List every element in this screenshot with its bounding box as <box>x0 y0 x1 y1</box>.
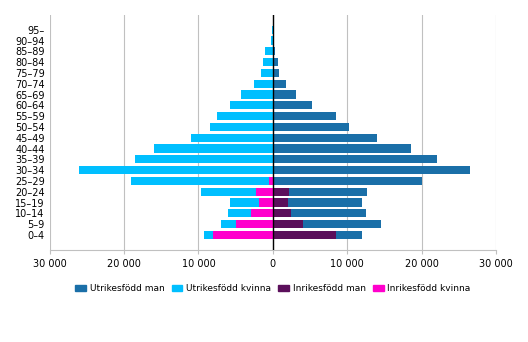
Bar <box>217 112 273 120</box>
Bar <box>273 231 336 239</box>
Bar <box>273 112 336 120</box>
Bar <box>273 47 276 55</box>
Bar <box>273 155 437 163</box>
Bar <box>79 166 273 174</box>
Bar <box>253 80 273 88</box>
Bar <box>273 37 274 44</box>
Bar <box>336 231 362 239</box>
Bar <box>273 134 377 142</box>
Bar <box>273 80 286 88</box>
Bar <box>257 188 273 196</box>
Bar <box>131 177 269 185</box>
Bar <box>269 177 273 185</box>
Bar <box>291 209 366 218</box>
Bar <box>210 123 273 131</box>
Bar <box>235 220 273 228</box>
Bar <box>273 123 349 131</box>
Bar <box>303 220 381 228</box>
Bar <box>271 37 273 44</box>
Bar <box>266 47 273 55</box>
Bar <box>201 188 257 196</box>
Bar <box>273 220 303 228</box>
Bar <box>221 220 235 228</box>
Bar <box>273 177 422 185</box>
Bar <box>273 166 470 174</box>
Bar <box>135 155 273 163</box>
Bar <box>230 101 273 109</box>
Bar <box>230 198 259 207</box>
Legend: Utrikesfödd man, Utrikesfödd kvinna, Inrikesfödd man, Inrikesfödd kvinna: Utrikesfödd man, Utrikesfödd kvinna, Inr… <box>71 280 474 297</box>
Bar <box>273 101 312 109</box>
Bar <box>154 144 273 153</box>
Bar <box>259 198 273 207</box>
Bar <box>263 58 273 66</box>
Bar <box>204 231 213 239</box>
Bar <box>273 209 291 218</box>
Bar <box>288 198 362 207</box>
Bar <box>289 188 367 196</box>
Bar <box>261 69 273 77</box>
Bar <box>191 134 273 142</box>
Bar <box>273 144 411 153</box>
Bar <box>273 188 289 196</box>
Bar <box>213 231 273 239</box>
Bar <box>272 26 273 34</box>
Bar <box>241 91 273 98</box>
Bar <box>273 58 278 66</box>
Bar <box>273 198 288 207</box>
Bar <box>228 209 251 218</box>
Bar <box>251 209 273 218</box>
Bar <box>273 69 279 77</box>
Bar <box>273 91 296 98</box>
